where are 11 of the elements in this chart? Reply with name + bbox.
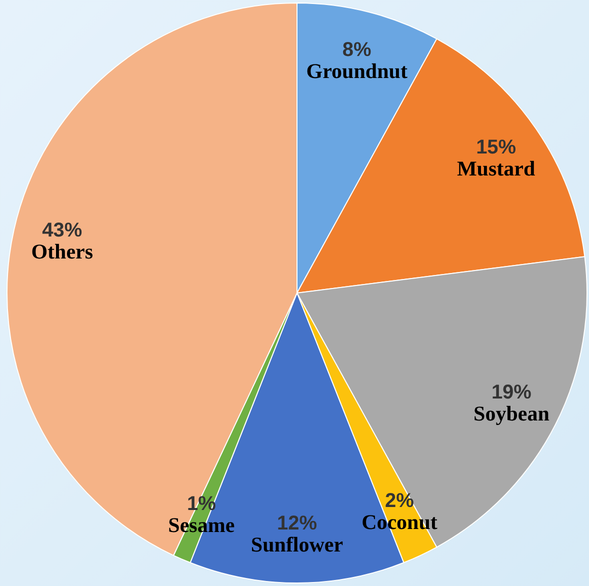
data-label: 15% <box>476 136 516 159</box>
data-label: 8% <box>342 38 372 61</box>
slice-label: Sunflower <box>250 532 344 557</box>
data-label: 12% <box>276 512 318 535</box>
data-label: 43% <box>42 219 82 242</box>
slice-label: Others <box>31 239 94 264</box>
data-label: 19% <box>491 381 532 404</box>
slice-label: Coconut <box>362 510 438 534</box>
slice-label: Mustard <box>456 156 536 181</box>
slice-label: Groundnut <box>306 58 408 83</box>
slice-label: Soybean <box>474 401 550 426</box>
